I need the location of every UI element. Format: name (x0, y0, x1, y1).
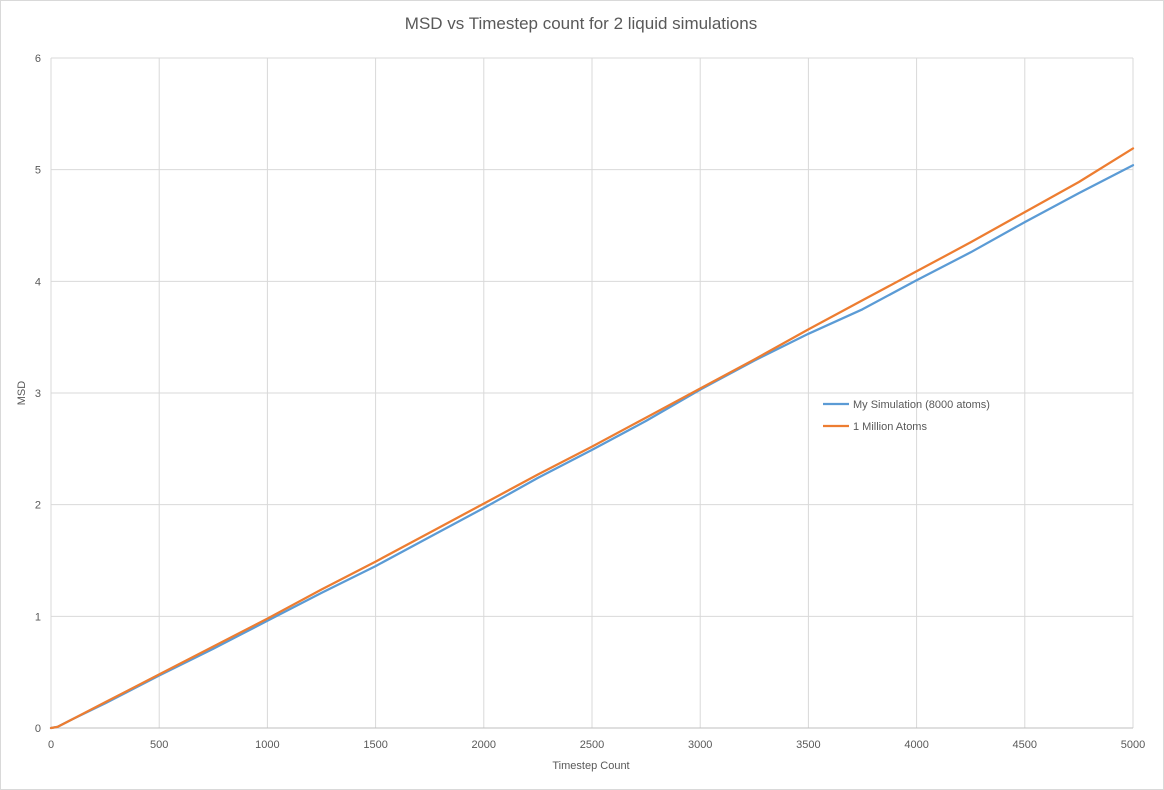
x-tick-label: 3500 (796, 739, 820, 751)
legend: My Simulation (8000 atoms) 1 Million Atom… (823, 399, 990, 433)
x-tick-label: 4000 (904, 739, 928, 751)
x-tick-label: 1500 (363, 739, 387, 751)
x-tick-label: 2500 (580, 739, 604, 751)
gridlines (50, 57, 1134, 729)
legend-label-0: My Simulation (8000 atoms) (853, 399, 990, 411)
y-tick-label: 6 (35, 53, 41, 65)
y-tick-label: 3 (35, 388, 41, 400)
axes: 0 1 2 3 4 5 6 0 500 1000 1500 2000 2500 3000 3500 4000 4… (35, 53, 1145, 751)
series-line-1 (49, 147, 1135, 730)
y-tick-label: 0 (35, 723, 41, 735)
series-lines (49, 147, 1135, 730)
y-tick-label: 2 (35, 500, 41, 512)
x-tick-label: 1000 (255, 739, 279, 751)
x-tick-label: 2000 (472, 739, 496, 751)
legend-label-1: 1 Million Atoms (853, 421, 927, 433)
y-tick-label: 5 (35, 165, 41, 177)
y-tick-label: 1 (35, 611, 41, 623)
x-axis-title: Timestep Count (552, 760, 629, 772)
x-tick-label: 500 (150, 739, 168, 751)
x-tick-label: 4500 (1013, 739, 1037, 751)
x-tick-label: 3000 (688, 739, 712, 751)
x-tick-label: 5000 (1121, 739, 1145, 751)
y-axis-title: MSD (16, 381, 28, 406)
x-tick-label: 0 (48, 739, 54, 751)
y-tick-label: 4 (35, 276, 41, 288)
chart-title: MSD vs Timestep count for 2 liquid simul… (405, 14, 757, 33)
